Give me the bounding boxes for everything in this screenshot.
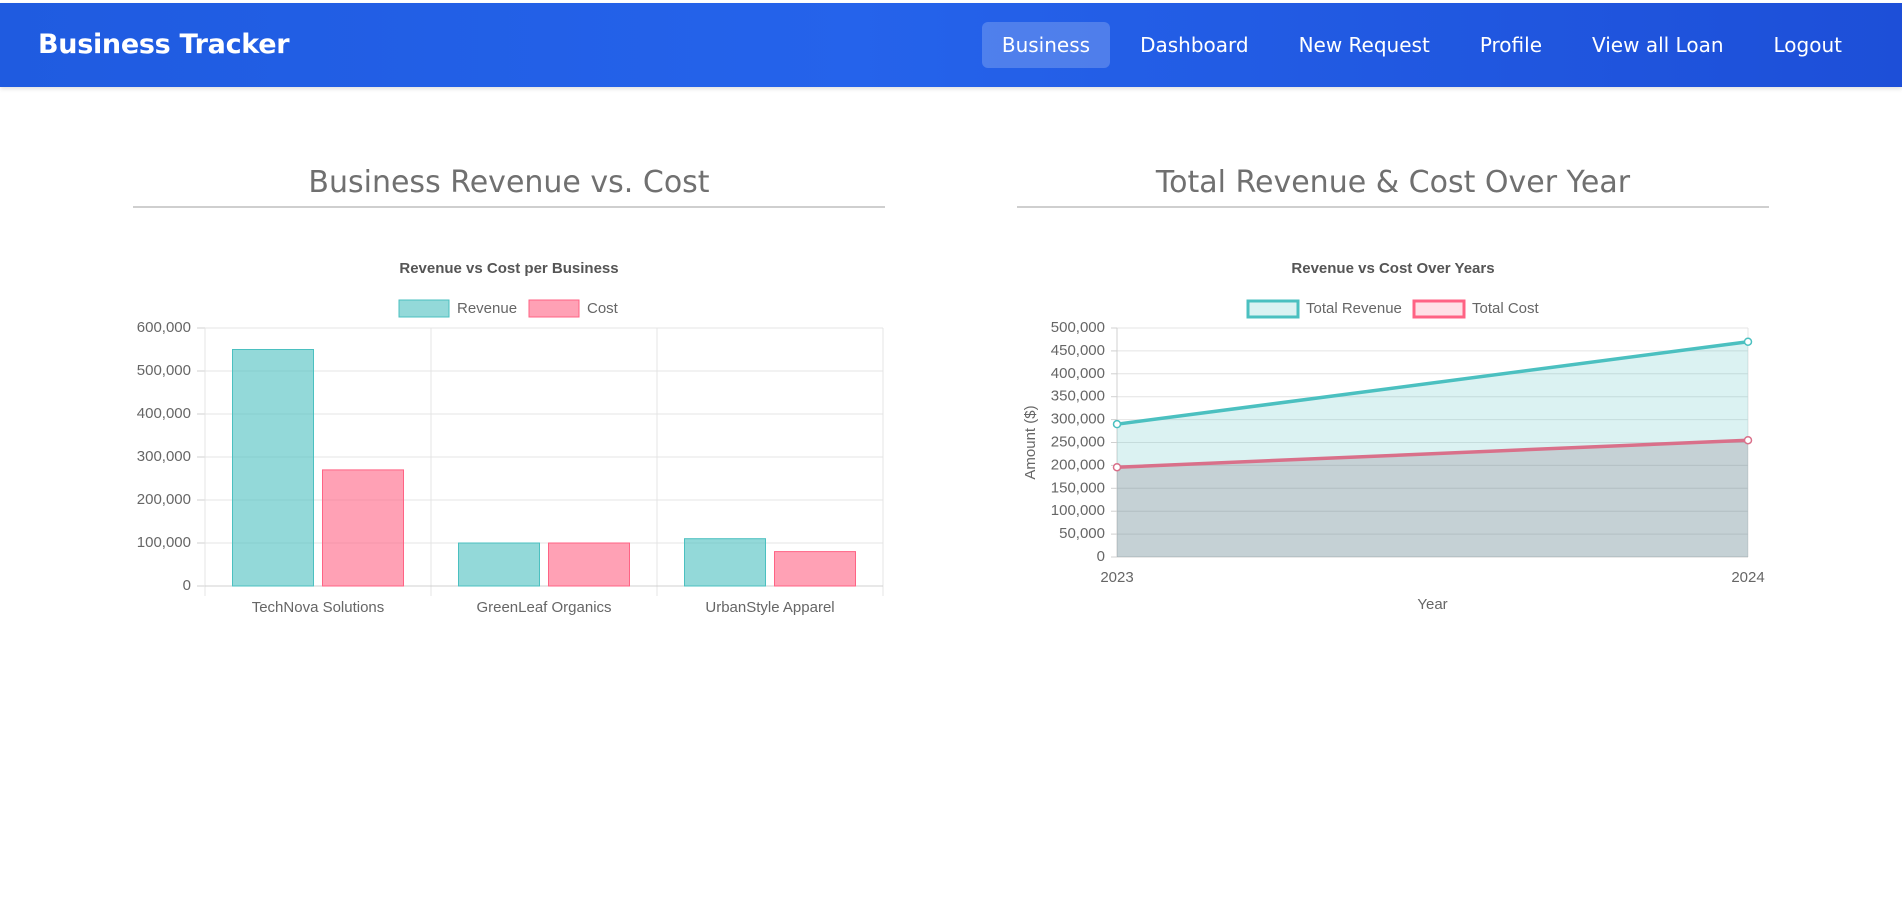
point-1-0[interactable] xyxy=(1112,462,1122,472)
y-tick-label: 200,000 xyxy=(137,491,191,508)
x-tick-label: TechNova Solutions xyxy=(252,599,385,616)
x-axis-title: Year xyxy=(1417,596,1447,613)
y-tick-label: 500,000 xyxy=(137,362,191,379)
nav-profile[interactable]: Profile xyxy=(1479,33,1542,57)
section-title-yearly: Total Revenue & Cost Over Year xyxy=(1017,158,1769,208)
y-tick-label: 400,000 xyxy=(1051,365,1105,382)
bar-cost-1[interactable] xyxy=(548,542,630,587)
brand-title[interactable]: Business Tracker xyxy=(38,29,290,60)
bar-revenue-2[interactable] xyxy=(684,538,766,587)
area-1 xyxy=(1117,440,1748,557)
y-tick-label: 400,000 xyxy=(137,405,191,422)
nav-logout[interactable]: Logout xyxy=(1773,33,1842,57)
nav-business[interactable]: Business xyxy=(981,22,1111,68)
business-chart-panel: Business Revenue vs. Cost Revenue vs Cos… xyxy=(133,158,885,628)
nav-dashboard[interactable]: Dashboard xyxy=(1140,33,1249,57)
y-tick-label: 50,000 xyxy=(1059,525,1105,542)
legend-label-0: Revenue xyxy=(457,300,517,317)
area-0 xyxy=(1117,341,1748,557)
y-tick-label: 600,000 xyxy=(137,319,191,336)
legend-label-1: Total Cost xyxy=(1472,300,1540,317)
point-0-1[interactable] xyxy=(1743,337,1753,346)
line-chart[interactable]: Revenue vs Cost Over Years Total Revenue T… xyxy=(1017,208,1769,628)
chart-title: Revenue vs Cost Over Years xyxy=(1291,260,1494,277)
line-0[interactable] xyxy=(1116,340,1749,426)
y-tick-label: 350,000 xyxy=(1051,388,1105,405)
y-tick-label: 100,000 xyxy=(137,534,191,551)
legend-swatch-1[interactable] xyxy=(1412,299,1466,319)
y-axis-title: Amount ($) xyxy=(1022,405,1039,479)
y-tick-label: 0 xyxy=(183,577,191,594)
bar-chart[interactable]: Revenue vs Cost per Business Revenue Cost 0… xyxy=(133,208,885,628)
y-tick-label: 500,000 xyxy=(1051,319,1105,336)
nav-view-all-loan[interactable]: View all Loan xyxy=(1592,33,1724,57)
x-tick-label: GreenLeaf Organics xyxy=(476,599,611,616)
point-0-0[interactable] xyxy=(1112,419,1122,429)
yearly-chart-panel: Total Revenue & Cost Over Year Revenue v… xyxy=(1017,158,1769,628)
bar-revenue-1[interactable] xyxy=(458,542,540,587)
y-tick-label: 450,000 xyxy=(1051,342,1105,359)
legend-swatch-1[interactable] xyxy=(528,299,580,318)
bar-cost-2[interactable] xyxy=(774,551,856,587)
section-title-business: Business Revenue vs. Cost xyxy=(133,158,885,208)
x-tick-label: 2024 xyxy=(1731,569,1764,586)
legend-label-0: Total Revenue xyxy=(1306,300,1402,317)
top-navbar: Business Tracker Business Dashboard New … xyxy=(0,3,1902,87)
legend-swatch-0[interactable] xyxy=(398,299,450,318)
x-tick-label: 2023 xyxy=(1100,569,1133,586)
x-tick-label: UrbanStyle Apparel xyxy=(705,599,834,616)
nav-new-request[interactable]: New Request xyxy=(1298,33,1430,57)
y-tick-label: 250,000 xyxy=(1051,433,1105,450)
y-tick-label: 100,000 xyxy=(1051,502,1105,519)
point-1-1[interactable] xyxy=(1743,435,1753,445)
nav-links: Business Dashboard New Request Profile V… xyxy=(981,22,1862,68)
y-tick-label: 300,000 xyxy=(137,448,191,465)
y-tick-label: 150,000 xyxy=(1051,479,1105,496)
bar-revenue-0[interactable] xyxy=(232,349,314,587)
y-tick-label: 300,000 xyxy=(1051,411,1105,428)
legend-swatch-0[interactable] xyxy=(1246,299,1300,319)
y-tick-label: 200,000 xyxy=(1051,456,1105,473)
bar-cost-0[interactable] xyxy=(322,469,404,587)
legend-label-1: Cost xyxy=(587,300,619,317)
y-tick-label: 0 xyxy=(1097,548,1105,565)
chart-title: Revenue vs Cost per Business xyxy=(399,260,618,277)
line-1[interactable] xyxy=(1116,438,1749,469)
